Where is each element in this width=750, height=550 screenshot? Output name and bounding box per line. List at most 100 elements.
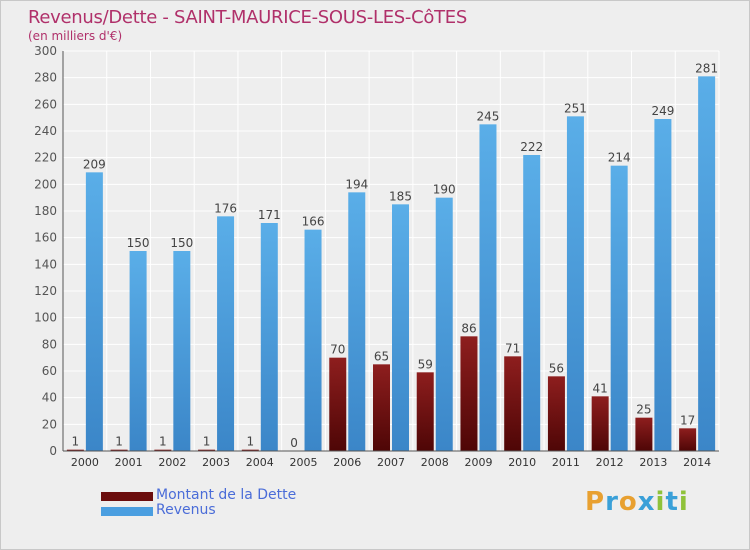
y-tick-label: 120: [34, 284, 57, 298]
y-tick-label: 160: [34, 231, 57, 245]
data-label-dette: 1: [159, 435, 167, 449]
bar-dette: [329, 357, 347, 451]
logo-letter: i: [678, 487, 689, 517]
y-tick-label: 180: [34, 204, 57, 218]
chart-subtitle: (en milliers d'€): [28, 29, 123, 43]
bar-revenus: [654, 119, 672, 451]
data-label-dette: 41: [593, 381, 608, 395]
bar-revenus: [566, 116, 584, 451]
y-tick-label: 240: [34, 124, 57, 138]
bar-revenus: [217, 216, 235, 451]
data-label-dette: 59: [418, 357, 433, 371]
data-label-dette: 70: [330, 343, 345, 357]
bar-dette: [679, 428, 697, 451]
data-label-dette: 71: [505, 341, 520, 355]
data-label-revenus: 171: [258, 208, 281, 222]
data-label-dette: 17: [680, 413, 695, 427]
y-tick-label: 220: [34, 151, 57, 165]
y-tick-label: 200: [34, 177, 57, 191]
data-label-revenus: 251: [564, 101, 587, 115]
proxiti-logo: Proxiti: [585, 487, 689, 517]
legend-swatch-dette: [101, 492, 153, 501]
bar-revenus: [610, 165, 628, 451]
x-tick-label: 2001: [115, 456, 143, 469]
bar-dette: [504, 356, 522, 451]
x-tick-label: 2009: [464, 456, 492, 469]
bar-dette: [416, 372, 434, 451]
data-label-dette: 86: [461, 321, 476, 335]
data-label-revenus: 190: [433, 183, 456, 197]
x-tick-label: 2008: [421, 456, 449, 469]
bar-revenus: [523, 155, 541, 451]
data-label-revenus: 214: [608, 151, 631, 165]
logo-letter: x: [637, 487, 656, 517]
bar-revenus: [479, 124, 497, 451]
data-label-revenus: 166: [302, 215, 325, 229]
bar-revenus: [85, 172, 103, 452]
bar-revenus: [129, 251, 147, 451]
x-tick-label: 2004: [246, 456, 274, 469]
bar-dette: [635, 417, 653, 451]
bar-revenus: [435, 197, 453, 451]
bar-revenus: [260, 223, 278, 451]
data-label-revenus: 150: [170, 236, 193, 250]
bar-revenus: [304, 229, 322, 451]
y-tick-label: 0: [49, 444, 57, 458]
data-label-dette: 56: [549, 361, 564, 375]
y-tick-label: 60: [42, 364, 57, 378]
y-tick-label: 40: [42, 391, 57, 405]
x-tick-label: 2013: [639, 456, 667, 469]
data-label-dette: 1: [246, 435, 254, 449]
plot-area: [63, 51, 719, 451]
data-label-dette: 25: [636, 403, 651, 417]
bar-dette: [373, 364, 390, 451]
bar-revenus: [348, 192, 366, 452]
x-tick-label: 2011: [552, 456, 580, 469]
bar-dette: [66, 449, 84, 451]
bar-revenus: [698, 76, 716, 451]
bar-dette: [547, 376, 565, 451]
bar-dette: [241, 449, 259, 451]
x-tick-label: 2005: [290, 456, 318, 469]
x-tick-label: 2012: [596, 456, 624, 469]
y-tick-label: 260: [34, 97, 57, 111]
y-tick-label: 300: [34, 44, 57, 58]
x-tick-label: 2003: [202, 456, 230, 469]
logo-letter: i: [655, 487, 666, 517]
y-tick-label: 80: [42, 337, 57, 351]
legend-label-dette: Montant de la Dette: [156, 487, 297, 503]
data-label-revenus: 209: [83, 157, 106, 171]
data-label-dette: 0: [290, 436, 298, 450]
data-label-revenus: 281: [695, 61, 718, 75]
chart-title: Revenus/Dette - SAINT-MAURICE-SOUS-LES-C…: [28, 7, 467, 28]
bar-dette: [591, 396, 609, 451]
data-label-revenus: 245: [477, 109, 500, 123]
data-label-revenus: 194: [345, 177, 368, 191]
data-label-revenus: 176: [214, 201, 237, 215]
bar-dette: [154, 449, 172, 451]
data-label-dette: 1: [72, 435, 80, 449]
data-label-revenus: 185: [389, 189, 412, 203]
data-label-revenus: 249: [651, 104, 674, 118]
x-tick-label: 2006: [333, 456, 361, 469]
y-tick-label: 100: [34, 311, 57, 325]
bar-revenus: [173, 251, 191, 451]
x-tick-label: 2007: [377, 456, 405, 469]
data-label-dette: 1: [115, 435, 123, 449]
legend-swatch-revenus: [101, 507, 153, 516]
logo-letter: P: [585, 487, 606, 517]
logo-letter: t: [665, 487, 679, 517]
y-tick-label: 140: [34, 257, 57, 271]
logo-letter: o: [618, 487, 638, 517]
x-tick-label: 2000: [71, 456, 99, 469]
data-label-revenus: 150: [127, 236, 150, 250]
data-label-dette: 1: [203, 435, 211, 449]
x-tick-label: 2002: [158, 456, 186, 469]
x-tick-label: 2010: [508, 456, 536, 469]
legend-label-revenus: Revenus: [156, 502, 216, 518]
data-label-revenus: 222: [520, 140, 543, 154]
bar-dette: [198, 449, 216, 451]
bar-dette: [110, 449, 128, 451]
